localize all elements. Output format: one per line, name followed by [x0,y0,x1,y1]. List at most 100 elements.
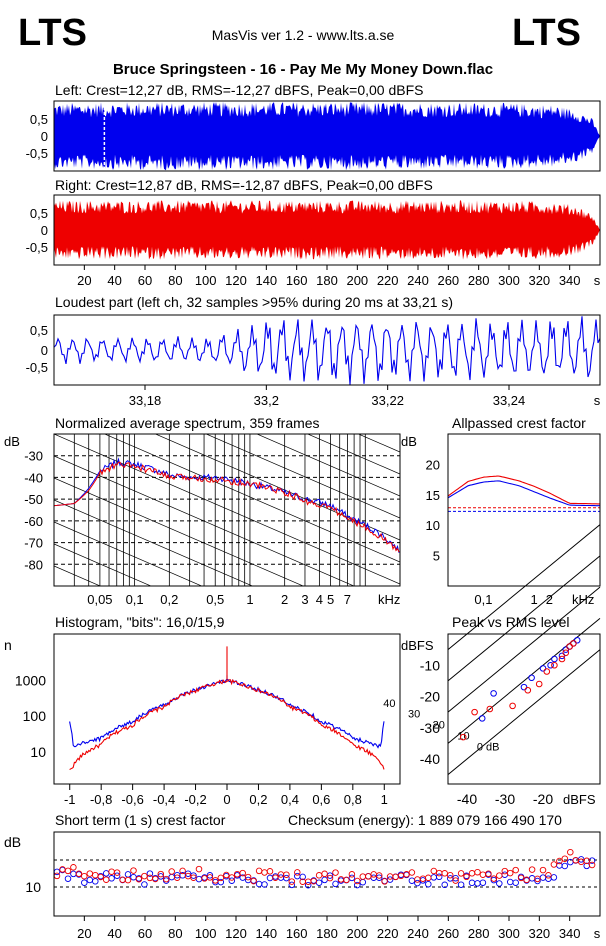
shortcrest-point [113,872,121,879]
shortcrest-point [228,877,236,884]
allpass-ytick-label: 5 [433,549,440,564]
shortcrest-point [102,870,110,877]
allpass-xtick-label: 1 [530,592,537,607]
spectrum-slope-line [154,434,400,541]
histogram-xtick-label: -0,4 [153,792,175,807]
allpass-ytick-label: 20 [426,457,440,472]
shortcrest-point [435,869,443,877]
shortcrest-point [425,880,432,888]
peakrms-ytick-label: -40 [420,751,440,767]
shortcrest-point [239,869,246,877]
waveform-xtick-label: 260 [437,273,459,288]
shortcrest-point [468,879,476,887]
spectrum-ytick-label: -60 [24,514,43,529]
spectrum-xtick-label: 7 [344,592,351,607]
loudest-part-trace [53,316,601,385]
spectrum-left-line [54,457,400,553]
waveform-xtick-label: 100 [195,273,217,288]
shortcrest-xtick-label: 300 [498,926,520,941]
shortcrest-point [375,872,383,879]
histogram-left-line [69,675,385,749]
shortcrest-x-unit: s [594,926,601,941]
spectrum-ylabel: dB [4,434,20,449]
file-title: Bruce Springsteen - 16 - Pay Me My Money… [113,61,493,78]
peakrms-point [528,674,535,682]
shortcrest-point [430,874,438,881]
shortcrest-point [452,874,459,882]
shortcrest-point [556,857,563,865]
spectrum-slope-line [54,477,304,586]
peakrms-point [459,733,467,741]
spectrum-slope-line [103,434,400,563]
shortcrest-point [168,868,175,875]
peakrms-point [524,686,532,694]
checksum-text: Checksum (energy): 1 889 079 166 490 170 [288,812,562,828]
right-waveform-title: Right: Crest=12,87 dB, RMS=-12,87 dBFS, … [55,177,433,193]
shortcrest-point [261,869,268,876]
shortcrest-point [588,861,596,869]
shortcrest-xtick-label: 100 [195,926,217,941]
shortcrest-point [392,873,399,881]
histogram-xtick-label: 0,8 [344,792,362,807]
shortcrest-point [343,876,350,884]
shortcrest-point [255,867,263,875]
app-title: MasVis ver 1.2 - www.lts.a.se [212,27,395,43]
shortcrest-point [425,874,432,882]
spectrum-right-line [54,461,400,553]
loudest-part-chart: 0,5 0 -0,5 33,18 33,2 33,22 33,24 s [26,314,601,408]
shortcrest-point [468,870,476,877]
shortcrest-point [496,872,503,879]
shortcrest-point [173,874,181,881]
spectrum-slope-line [54,455,355,586]
shortcrest-point [135,875,143,883]
shortcrest-point [288,881,296,889]
spectrum-slope-line [54,565,102,586]
peakrms-diagonal-label: 40 [383,698,395,710]
shortcrest-point [64,875,72,882]
shortcrest-point [550,874,558,881]
spectrum-xtick-label: 3 [301,592,308,607]
shortcrest-point [261,881,268,888]
shortcrest-point [550,861,558,868]
shortcrest-point [70,870,77,878]
lts-logo-right: LTS [512,12,581,54]
shortcrest-point [506,878,514,886]
spectrum-grid [54,434,400,586]
spectrum-slope-line [306,434,400,475]
spectrum-xtick-label: 4 [316,592,323,607]
histogram-chart: n 1000 100 10 -1 -0,8 -0,6 -0,4 -0,2 0 0,2 0,4 0,6 0… [4,633,401,807]
spectrum-ytick-label: -80 [24,557,43,572]
histogram-xtick-label: 0 [223,792,230,807]
shortcrest-point [168,873,175,881]
shortcrest-title: Short term (1 s) crest factor [55,812,226,828]
shortcrest-point [212,877,219,884]
shortcrest-point [534,875,541,883]
allpass-frame [447,433,601,587]
shortcrest-point [496,880,503,887]
shortcrest-xtick-label: 200 [346,926,368,941]
shortcrest-point [108,868,115,875]
peakrms-point [478,715,486,722]
allpass-xtick-label: 0,1 [474,592,492,607]
shortcrest-point [452,877,459,884]
peakrms-diagonal-label: 10 [457,731,469,743]
shortcrest-point [501,867,509,875]
shortcrest-point [124,871,132,878]
left-waveform-ytick: -0,5 [26,146,48,161]
shortcrest-point [354,877,361,885]
waveform-xtick-label: 40 [107,273,121,288]
allpass-ylabel: dB [401,434,417,449]
left-waveform-chart: 0,5 0 -0,5 [26,100,601,172]
waveform-xtick-label: 280 [468,273,490,288]
peakrms-point [547,661,554,669]
shortcrest-xtick-label: 40 [107,926,121,941]
shortcrest-point [435,873,443,881]
allpass-ytick-label: 15 [426,488,440,503]
shortcrest-point [583,857,590,865]
peakrms-ytick-label: -20 [420,689,440,705]
shortcrest-point [108,875,115,882]
waveform-x-axis: 20 40 60 80 100 120 140 160 180 200 220 240 260 280 30… [77,265,601,288]
shortcrest-point [299,873,306,881]
histogram-ylabel: n [4,637,12,653]
allpass-right-line [447,475,600,505]
